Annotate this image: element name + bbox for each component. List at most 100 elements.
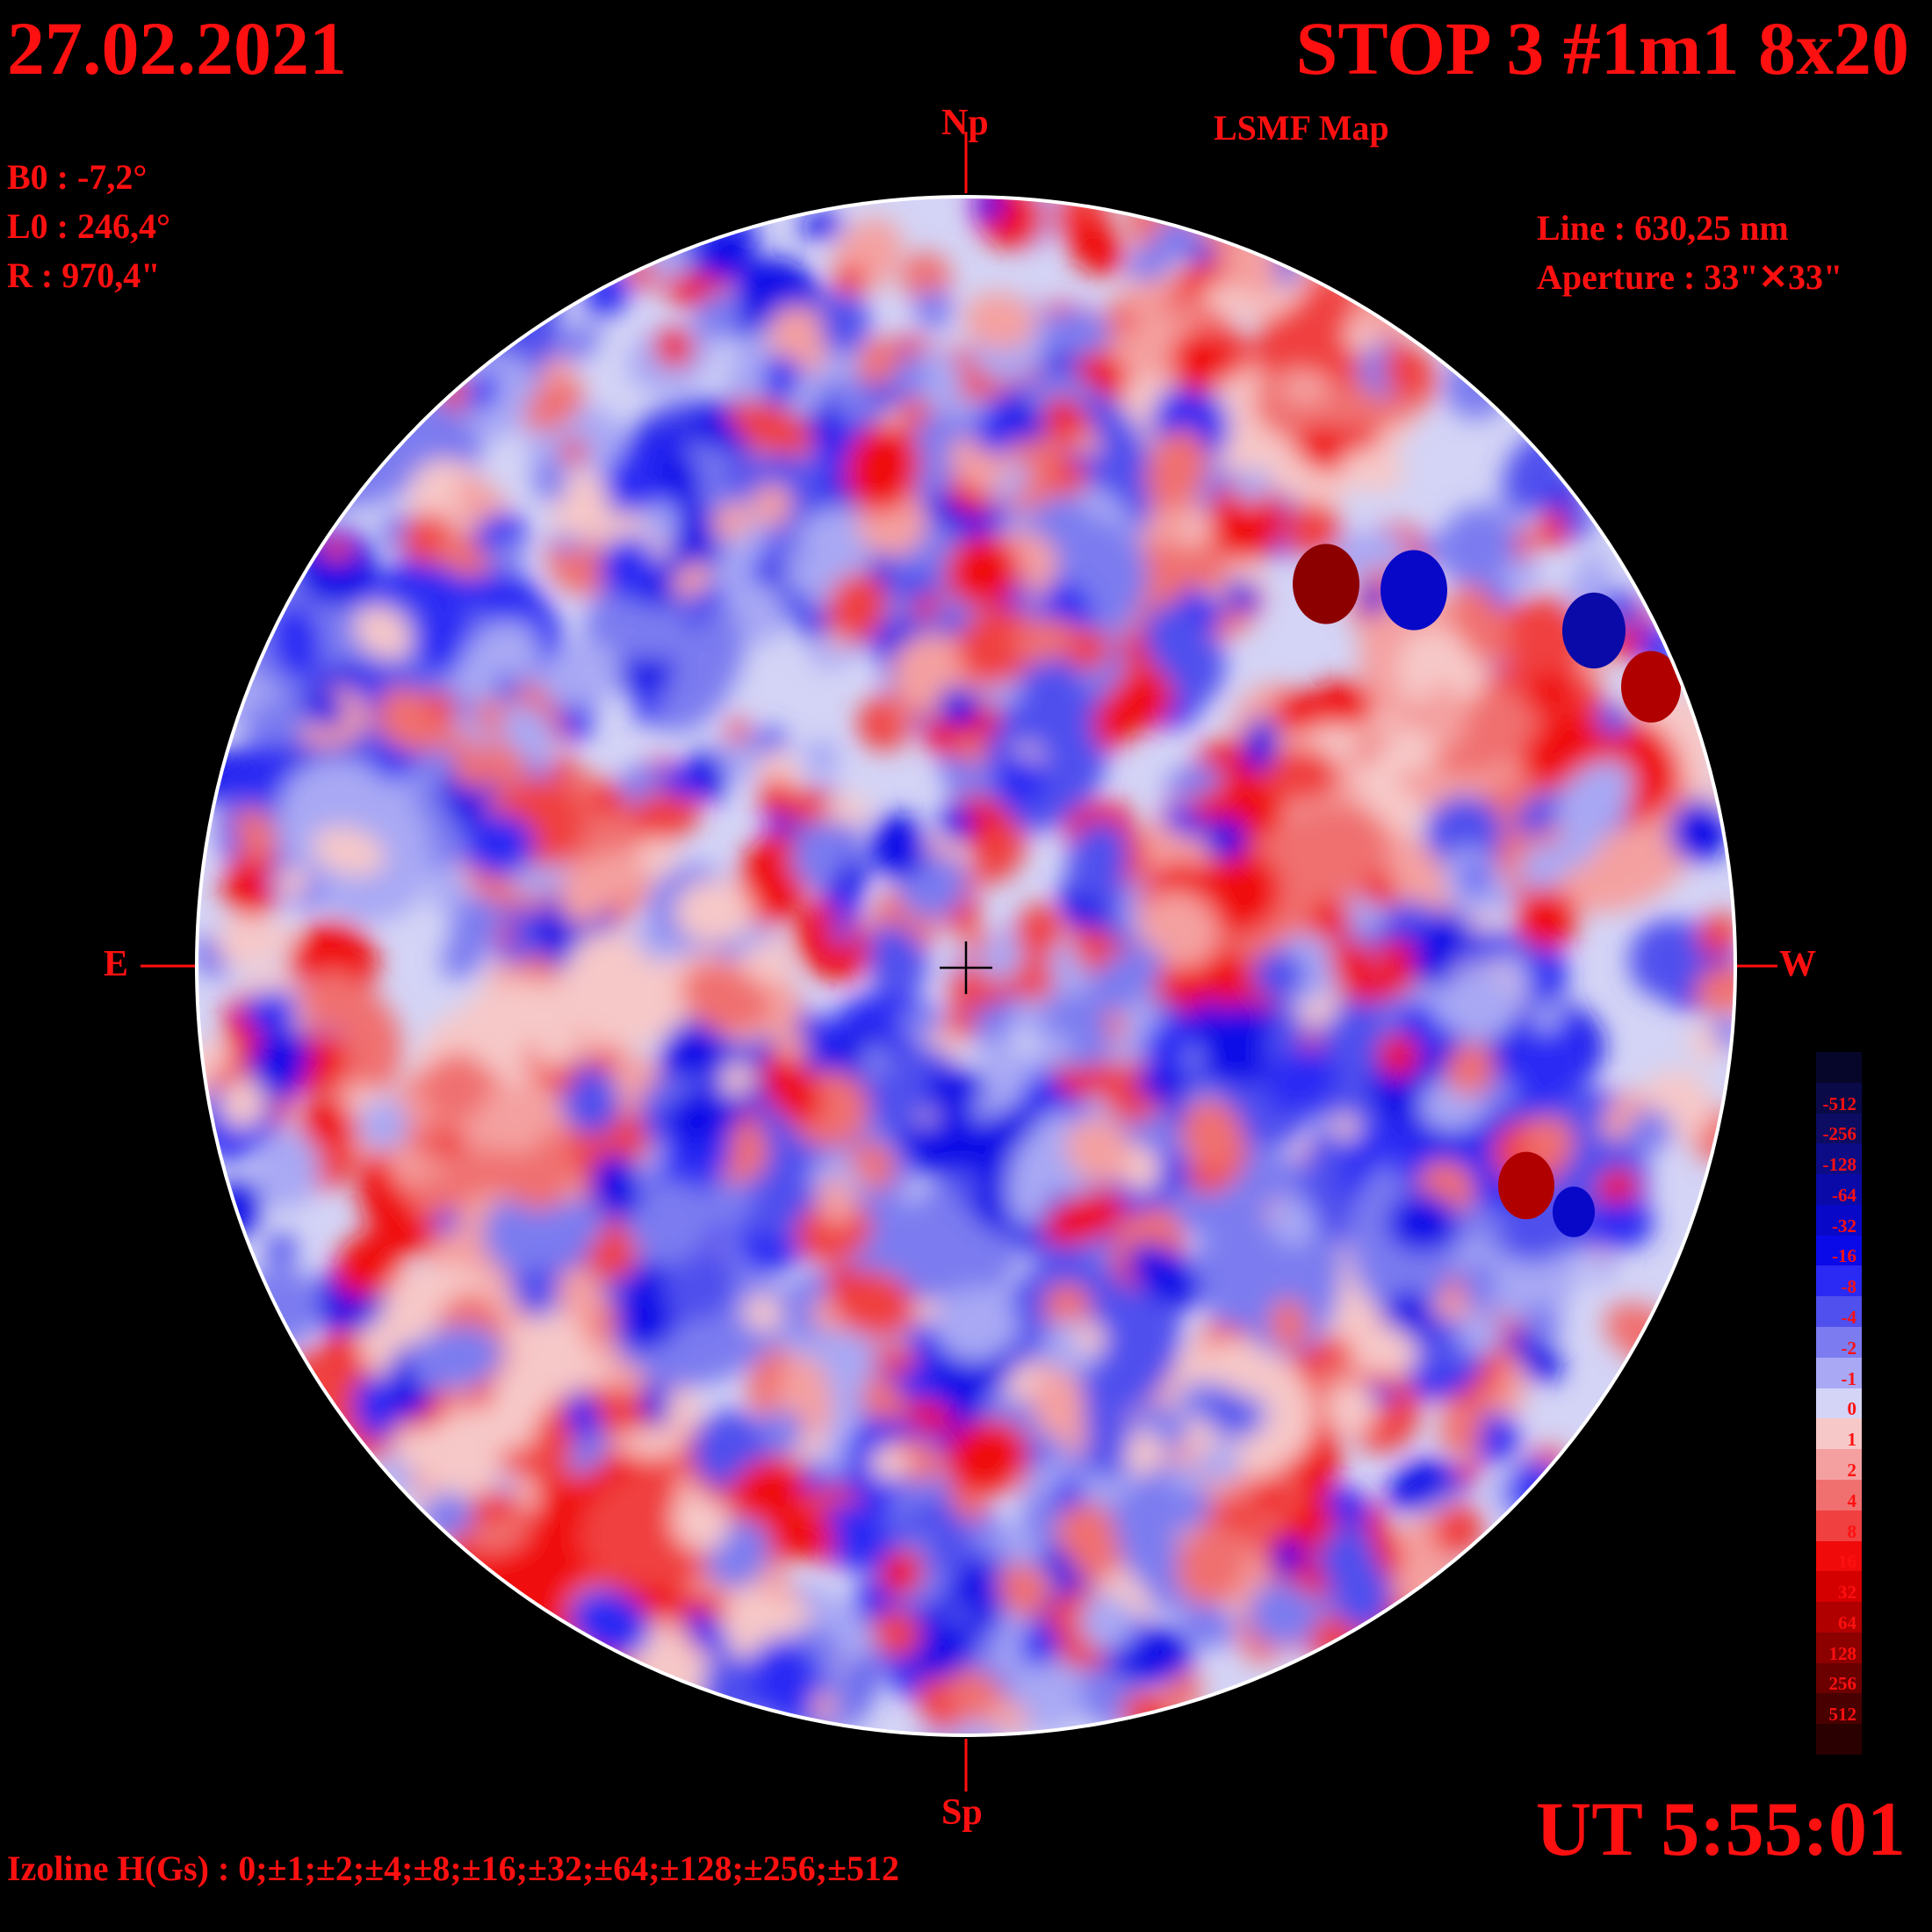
negative-field-patch — [1425, 795, 1503, 869]
positive-field-patch — [299, 970, 368, 1032]
negative-field-patch — [991, 753, 1048, 808]
negative-field-patch — [656, 453, 703, 499]
negative-field-patch — [888, 359, 926, 401]
positive-field-patch — [220, 881, 247, 906]
negative-field-patch — [1458, 1205, 1503, 1243]
negative-field-patch — [511, 857, 570, 896]
positive-field-patch — [1597, 1168, 1639, 1208]
color-scale-label: 8 — [1847, 1520, 1857, 1542]
positive-field-patch — [1253, 1479, 1290, 1516]
color-scale-segment: -4 — [1816, 1296, 1862, 1329]
positive-field-patch — [479, 1083, 550, 1154]
color-scale-segment: -64 — [1816, 1174, 1862, 1205]
positive-field-patch — [219, 1078, 266, 1129]
positive-field-patch — [726, 400, 814, 455]
positive-field-patch — [1423, 682, 1466, 750]
negative-field-patch — [1225, 578, 1258, 614]
active-region-core — [1553, 1186, 1595, 1237]
color-scale-label: -2 — [1841, 1337, 1857, 1359]
param-radius: R : 970,4" — [7, 256, 161, 295]
positive-field-patch — [944, 1006, 976, 1040]
color-scale-label: 32 — [1838, 1582, 1856, 1604]
color-scale-label: -1 — [1841, 1367, 1857, 1389]
negative-field-patch — [869, 812, 927, 881]
negative-field-patch — [464, 813, 536, 876]
active-region-core — [1293, 544, 1359, 624]
negative-field-patch — [386, 214, 501, 357]
negative-field-patch — [685, 1610, 730, 1657]
color-scale-label: -4 — [1841, 1307, 1857, 1329]
negative-field-patch — [1532, 1001, 1561, 1033]
positive-field-patch — [535, 1031, 577, 1069]
negative-field-patch — [975, 410, 1019, 454]
active-region-core — [1381, 550, 1447, 631]
negative-field-patch — [1251, 949, 1306, 1001]
positive-field-patch — [825, 1264, 854, 1291]
positive-field-patch — [1365, 713, 1397, 732]
positive-field-patch — [674, 878, 753, 945]
negative-field-patch — [977, 934, 1023, 981]
positive-field-patch — [971, 197, 1044, 249]
negative-field-patch — [429, 871, 468, 912]
negative-field-patch — [724, 576, 761, 616]
positive-field-patch — [335, 1229, 405, 1297]
color-scale-label: 16 — [1838, 1551, 1856, 1573]
color-scale-label: -512 — [1822, 1092, 1857, 1114]
negative-field-patch — [701, 419, 740, 453]
negative-field-patch — [1007, 1134, 1056, 1226]
positive-field-patch — [1042, 1191, 1127, 1246]
negative-field-patch — [830, 920, 854, 945]
positive-field-patch — [1208, 478, 1285, 563]
positive-field-patch — [354, 604, 413, 660]
south-pole-label: Sp — [941, 1792, 983, 1833]
positive-field-patch — [1074, 429, 1101, 457]
negative-field-patch — [499, 704, 555, 759]
negative-field-patch — [372, 746, 407, 780]
color-scale-segment: -512 — [1816, 1082, 1862, 1114]
negative-field-patch — [1127, 1242, 1202, 1308]
negative-field-patch — [383, 267, 484, 372]
positive-field-patch — [1381, 221, 1494, 329]
negative-field-patch — [1042, 309, 1112, 357]
negative-field-patch — [1506, 1011, 1589, 1108]
negative-field-patch — [1142, 602, 1201, 666]
negative-field-patch — [790, 819, 849, 886]
positive-field-patch — [234, 806, 278, 863]
positive-field-patch — [1182, 540, 1229, 591]
negative-field-patch — [292, 299, 425, 418]
negative-field-patch — [450, 896, 504, 948]
negative-field-patch — [1038, 1032, 1073, 1064]
negative-field-patch — [641, 502, 679, 543]
negative-field-patch — [1506, 1331, 1543, 1361]
positive-field-patch — [524, 378, 585, 432]
negative-field-patch — [1669, 798, 1730, 862]
positive-field-patch — [587, 1230, 638, 1281]
negative-field-patch — [634, 691, 661, 724]
color-scale-label: 512 — [1828, 1704, 1857, 1726]
negative-field-patch — [913, 289, 953, 330]
negative-field-patch — [1368, 1059, 1422, 1125]
negative-field-patch — [1556, 760, 1633, 837]
positive-field-patch — [317, 1137, 362, 1177]
negative-field-patch — [1163, 803, 1204, 838]
positive-field-patch — [1043, 1282, 1092, 1331]
positive-field-patch — [1269, 1298, 1308, 1352]
positive-field-patch — [758, 777, 792, 814]
positive-field-patch — [1139, 890, 1219, 969]
negative-field-patch — [826, 885, 862, 920]
positive-field-patch — [955, 737, 988, 765]
negative-field-patch — [1316, 1525, 1376, 1588]
positive-field-patch — [826, 794, 870, 827]
map-subtitle: LSMF Map — [1214, 108, 1389, 148]
negative-field-patch — [278, 278, 415, 414]
negative-field-patch — [661, 1084, 745, 1145]
positive-field-patch — [428, 690, 458, 726]
color-scale-segment: -8 — [1816, 1265, 1862, 1297]
positive-field-patch — [742, 1294, 783, 1332]
positive-field-patch — [410, 1175, 449, 1220]
negative-field-patch — [691, 748, 727, 801]
positive-field-patch — [1124, 1145, 1161, 1193]
positive-field-patch — [1332, 1114, 1359, 1141]
positive-field-patch — [711, 502, 753, 540]
